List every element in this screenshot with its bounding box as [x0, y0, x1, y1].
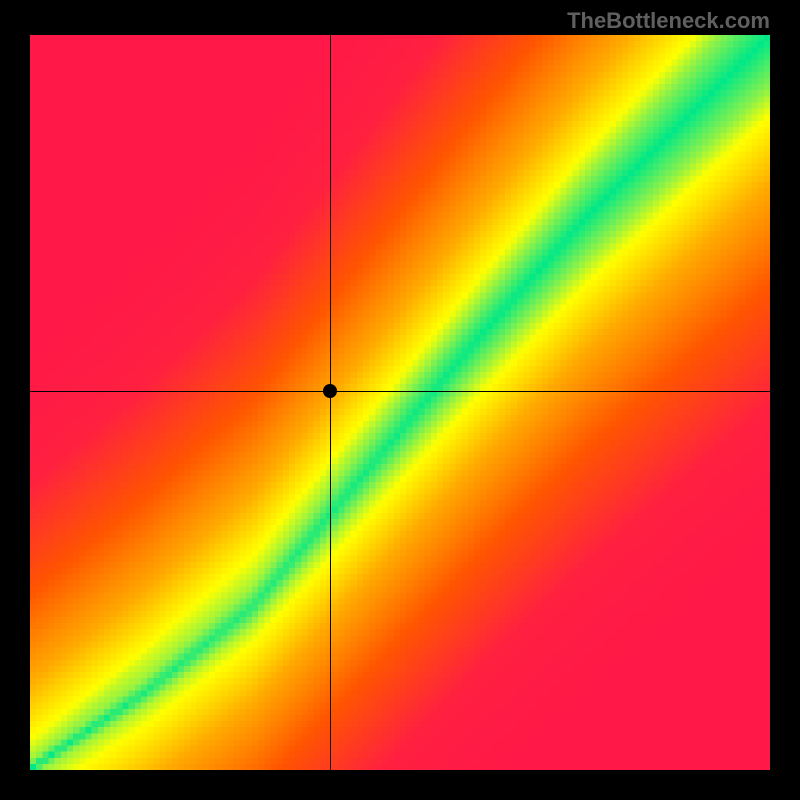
- crosshair-vertical: [330, 35, 331, 770]
- crosshair-horizontal: [30, 391, 770, 392]
- bottleneck-heatmap-chart: [30, 35, 770, 770]
- watermark-text: TheBottleneck.com: [567, 8, 770, 34]
- heatmap-canvas: [30, 35, 770, 770]
- data-point-marker: [323, 384, 337, 398]
